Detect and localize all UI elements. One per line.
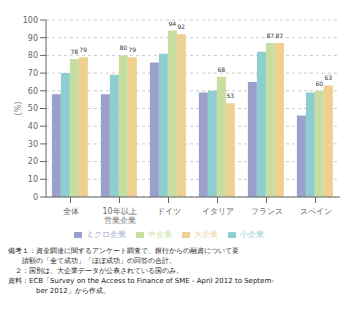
svg-text:94: 94 bbox=[169, 20, 177, 27]
svg-text:10: 10 bbox=[28, 175, 38, 184]
svg-text:87: 87 bbox=[267, 32, 275, 39]
svg-text:70: 70 bbox=[28, 69, 38, 78]
svg-text:78: 78 bbox=[71, 48, 79, 55]
svg-text:60: 60 bbox=[316, 80, 324, 87]
html-text:資料：ECB「Survey on the Access to: 資料：ECB「Survey on the Access to Finance o… bbox=[8, 277, 274, 285]
svg-text:80: 80 bbox=[120, 44, 128, 51]
svg-text:53: 53 bbox=[227, 92, 235, 99]
svg-text:79: 79 bbox=[80, 46, 88, 53]
svg-text:87: 87 bbox=[276, 32, 284, 39]
html-text:２：国別は、大企業データが公表されている国のみ。: ２：国別は、大企業データが公表されている国のみ。 bbox=[8, 267, 183, 275]
svg-text:30: 30 bbox=[28, 140, 38, 149]
svg-text:60: 60 bbox=[28, 87, 38, 96]
svg-text:10年以上営業企業: 10年以上営業企業 bbox=[102, 207, 136, 225]
svg-text:40: 40 bbox=[28, 122, 38, 131]
svg-text:80: 80 bbox=[28, 51, 38, 60]
html-text:小企業: 小企業 bbox=[240, 230, 264, 239]
html-text:備考１：資金調達に関するアンケート調査で、銀行からの融資につ: 備考１：資金調達に関するアンケート調査で、銀行からの融資について要 bbox=[8, 247, 239, 255]
svg-text:90: 90 bbox=[28, 34, 38, 43]
svg-text:100: 100 bbox=[23, 16, 38, 25]
svg-text:50: 50 bbox=[28, 104, 38, 113]
svg-text:ドイツ: ドイツ bbox=[157, 207, 181, 216]
svg-text:68: 68 bbox=[218, 66, 226, 73]
html-text:ber 2012」から作成。: ber 2012」から作成。 bbox=[8, 287, 110, 295]
svg-text:79: 79 bbox=[129, 46, 137, 53]
svg-text:(%): (%) bbox=[14, 102, 23, 116]
svg-text:20: 20 bbox=[28, 157, 38, 166]
html-text:ミクロ企業: ミクロ企業 bbox=[86, 230, 126, 239]
html-text:中企業: 中企業 bbox=[148, 230, 172, 239]
svg-text:スペイン: スペイン bbox=[300, 207, 332, 216]
svg-text:63: 63 bbox=[325, 74, 333, 81]
html-text:大企業: 大企業 bbox=[194, 230, 218, 239]
svg-text:0: 0 bbox=[33, 193, 38, 202]
html-text:請額の「全て成功」「ほぼ成功」の回答の合計。: 請額の「全て成功」「ほぼ成功」の回答の合計。 bbox=[8, 257, 176, 265]
svg-text:イタリア: イタリア bbox=[202, 207, 234, 216]
svg-text:全体: 全体 bbox=[63, 207, 79, 216]
svg-text:92: 92 bbox=[178, 23, 186, 30]
svg-text:フランス: フランス bbox=[251, 207, 283, 216]
